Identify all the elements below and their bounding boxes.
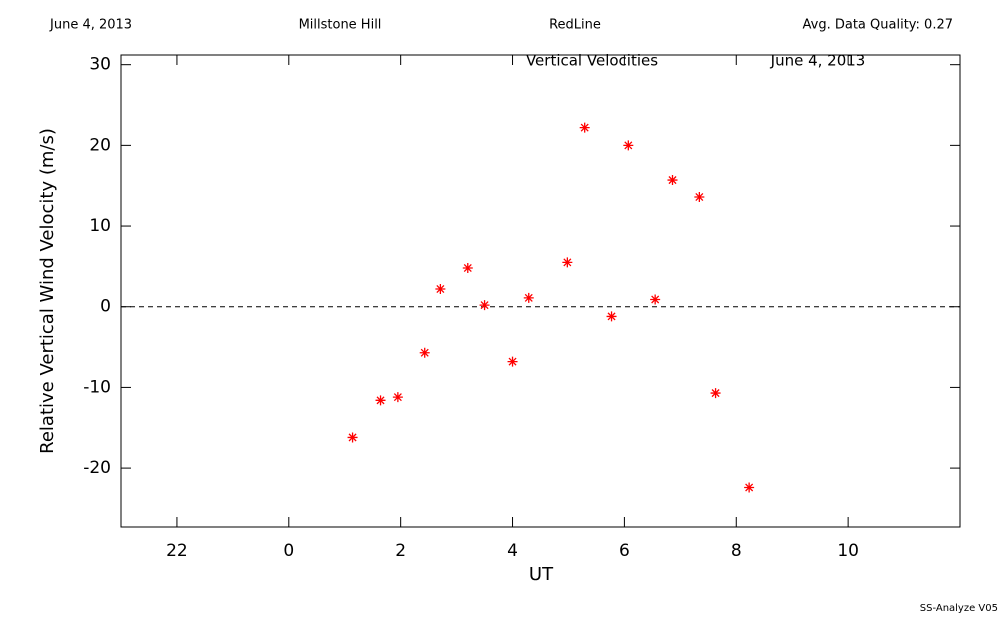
data-point bbox=[523, 292, 534, 303]
data-point bbox=[562, 257, 573, 268]
y-tick-label: 0 bbox=[100, 297, 111, 317]
data-point bbox=[419, 347, 430, 358]
x-tick-label: 6 bbox=[619, 541, 630, 561]
x-tick-label: 4 bbox=[507, 541, 518, 561]
y-tick-label: 20 bbox=[89, 135, 111, 155]
x-axis-label: UT bbox=[529, 564, 554, 585]
data-point bbox=[623, 140, 634, 151]
x-tick-label: 8 bbox=[731, 541, 742, 561]
data-point bbox=[392, 392, 403, 403]
header-quality: Avg. Data Quality: 0.27 bbox=[803, 18, 953, 33]
data-point bbox=[375, 395, 386, 406]
y-tick-label: -10 bbox=[83, 377, 111, 397]
header-date: June 4, 2013 bbox=[49, 18, 132, 33]
data-point bbox=[462, 263, 473, 274]
x-tick-label: 22 bbox=[166, 541, 188, 561]
data-point bbox=[507, 356, 518, 367]
y-tick-label: 30 bbox=[89, 55, 111, 75]
data-point bbox=[744, 482, 755, 493]
data-point bbox=[650, 294, 661, 305]
data-point bbox=[694, 192, 705, 203]
y-tick-label: -20 bbox=[83, 458, 111, 478]
y-tick-label: 10 bbox=[89, 216, 111, 236]
data-point bbox=[435, 283, 446, 294]
footer: SS-Analyze V05 bbox=[920, 603, 998, 614]
x-tick-label: 0 bbox=[283, 541, 294, 561]
x-tick-label: 2 bbox=[395, 541, 406, 561]
data-point bbox=[710, 388, 721, 399]
chart-title: Vertical Velocities bbox=[526, 52, 658, 70]
header-site: Millstone Hill bbox=[299, 18, 382, 33]
y-axis-label: Relative Vertical Wind Velocity (m/s) bbox=[37, 128, 58, 454]
data-point bbox=[347, 432, 358, 443]
data-point bbox=[479, 300, 490, 311]
x-tick-label: 10 bbox=[837, 541, 859, 561]
chart-subtitle: June 4, 2013 bbox=[770, 52, 866, 70]
data-point bbox=[606, 311, 617, 322]
plot-frame bbox=[120, 54, 961, 528]
data-point bbox=[579, 122, 590, 133]
header-filter: RedLine bbox=[549, 18, 601, 33]
data-point bbox=[667, 175, 678, 186]
